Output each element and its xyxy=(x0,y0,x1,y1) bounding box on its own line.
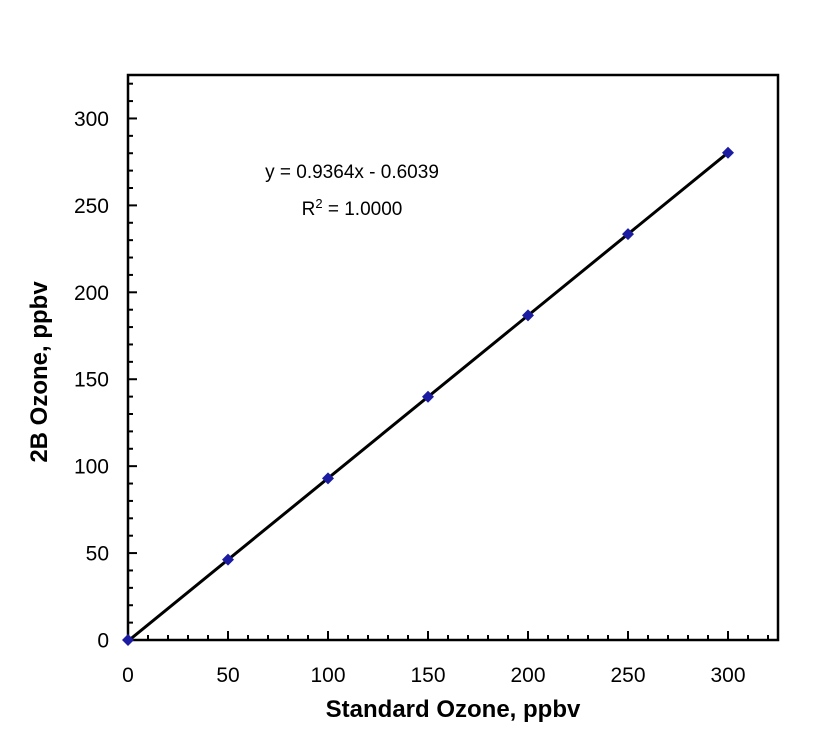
r-squared-prefix: R xyxy=(301,199,316,221)
data-point-marker xyxy=(322,472,334,485)
x-tick-label: 50 xyxy=(216,664,239,687)
y-tick-label: 200 xyxy=(74,282,109,305)
x-tick-label: 200 xyxy=(510,664,545,687)
x-tick-label: 0 xyxy=(122,664,134,687)
r-squared-exponent: 2 xyxy=(315,195,323,211)
data-point-marker xyxy=(222,553,234,566)
y-tick-label: 150 xyxy=(74,369,109,392)
trendline-r-squared: R2 = 1.0000 xyxy=(265,188,439,225)
x-tick-label: 250 xyxy=(610,664,645,687)
data-point-marker xyxy=(422,390,434,403)
x-axis-title: Standard Ozone, ppbv xyxy=(325,696,581,723)
y-tick-label: 0 xyxy=(97,630,109,653)
y-tick-label: 100 xyxy=(74,456,109,479)
data-point-marker xyxy=(622,228,634,241)
plot-border xyxy=(126,73,780,642)
x-tick-label: 300 xyxy=(710,664,745,687)
data-point-marker xyxy=(122,634,134,646)
trendline-equation: y = 0.9364x - 0.6039 xyxy=(265,161,439,183)
x-tick-label: 100 xyxy=(310,664,345,687)
r-squared-value: = 1.0000 xyxy=(322,199,403,221)
y-tick-label: 300 xyxy=(74,108,109,131)
y-axis-title: 2B Ozone, ppbv xyxy=(26,281,53,463)
y-tick-label: 250 xyxy=(74,195,109,218)
y-tick-label: 50 xyxy=(86,543,109,566)
data-point-marker xyxy=(722,146,734,159)
x-tick-label: 150 xyxy=(410,664,445,687)
data-point-marker xyxy=(522,309,534,322)
trendline-annotation: y = 0.9364x - 0.6039 R2 = 1.0000 xyxy=(265,157,439,225)
